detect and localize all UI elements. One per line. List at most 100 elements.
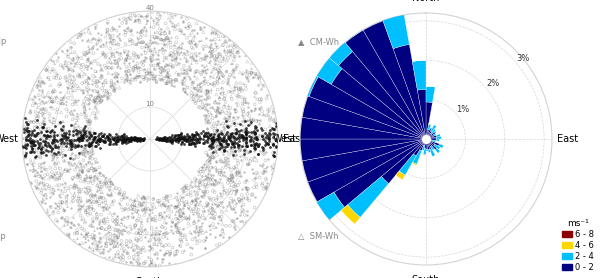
Point — [232, 147, 242, 152]
Point — [79, 52, 88, 57]
Point — [231, 170, 241, 174]
Point — [181, 232, 190, 237]
Point — [194, 225, 204, 229]
Point — [260, 136, 270, 140]
Point — [213, 45, 223, 49]
Point — [62, 77, 72, 81]
Point — [251, 182, 261, 186]
Point — [38, 197, 48, 202]
Point — [197, 106, 207, 110]
Point — [164, 214, 174, 218]
Point — [215, 147, 224, 151]
Point — [104, 224, 114, 229]
Point — [80, 109, 89, 114]
Point — [35, 79, 44, 84]
Point — [38, 118, 47, 123]
Point — [163, 75, 173, 79]
Point — [170, 223, 179, 227]
Point — [203, 89, 212, 93]
Point — [20, 152, 30, 157]
Point — [228, 141, 238, 145]
Point — [68, 133, 77, 137]
Point — [184, 26, 193, 30]
Point — [217, 131, 227, 136]
Point — [212, 129, 222, 133]
Point — [148, 18, 157, 22]
Point — [62, 85, 72, 89]
Point — [91, 193, 100, 197]
Point — [233, 115, 242, 119]
Point — [213, 75, 223, 79]
Point — [160, 36, 170, 40]
Point — [85, 149, 95, 153]
Point — [138, 28, 148, 33]
Point — [122, 78, 131, 82]
Point — [258, 111, 268, 116]
Point — [134, 13, 144, 18]
Point — [118, 195, 127, 200]
Point — [82, 210, 91, 214]
Point — [157, 257, 167, 261]
Point — [46, 134, 55, 138]
Point — [220, 39, 229, 44]
Point — [76, 205, 86, 210]
Point — [198, 178, 208, 182]
Point — [218, 58, 227, 63]
Point — [127, 137, 137, 141]
Point — [176, 132, 185, 136]
Point — [227, 174, 237, 178]
Point — [152, 252, 162, 256]
Point — [188, 37, 198, 41]
Point — [129, 51, 139, 55]
Point — [73, 164, 83, 168]
Point — [227, 207, 237, 211]
Point — [139, 195, 148, 199]
Point — [31, 124, 41, 129]
Point — [247, 71, 256, 75]
Point — [117, 246, 127, 250]
Point — [41, 195, 51, 200]
Point — [234, 199, 244, 203]
Point — [199, 205, 208, 209]
Point — [166, 78, 176, 82]
Point — [218, 182, 227, 186]
Point — [73, 55, 83, 59]
Point — [176, 133, 185, 138]
Point — [229, 58, 239, 62]
Point — [64, 52, 73, 56]
Point — [116, 198, 126, 202]
Point — [79, 203, 88, 208]
Point — [77, 75, 86, 79]
Point — [262, 141, 272, 145]
Point — [50, 95, 59, 100]
Point — [124, 61, 134, 66]
Point — [208, 182, 218, 186]
Point — [22, 153, 31, 158]
Point — [59, 208, 69, 213]
Point — [185, 138, 195, 142]
Point — [58, 100, 67, 105]
Point — [122, 216, 132, 220]
Point — [223, 77, 233, 81]
Point — [88, 161, 97, 165]
Point — [89, 166, 98, 170]
Point — [88, 247, 97, 252]
Point — [161, 33, 171, 38]
Point — [187, 60, 196, 65]
Point — [219, 134, 229, 138]
Point — [35, 201, 45, 205]
Point — [127, 260, 136, 265]
Point — [39, 80, 49, 84]
Point — [227, 176, 236, 180]
Point — [32, 132, 41, 137]
Point — [49, 135, 59, 140]
Point — [38, 125, 47, 129]
Point — [203, 133, 212, 137]
Bar — [124, 240, 171, 278]
Point — [76, 187, 86, 192]
Point — [130, 136, 140, 141]
Point — [40, 81, 49, 85]
Point — [182, 183, 191, 188]
Point — [155, 77, 164, 81]
Point — [84, 175, 94, 179]
